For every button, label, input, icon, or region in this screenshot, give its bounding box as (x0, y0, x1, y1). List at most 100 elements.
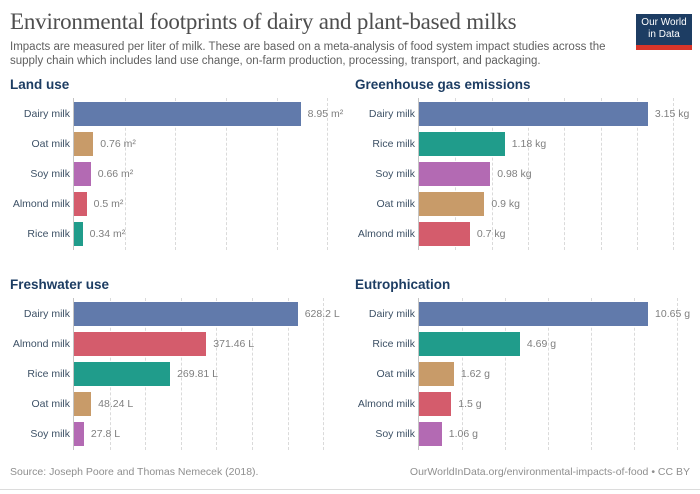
value-label-oat-milk: 1.62 g (460, 368, 491, 380)
chart-panel-land-use: Land use Dairy milk Oat milk Soy milk Almond… (10, 77, 345, 250)
value-label-dairy-milk: 628.2 L (304, 308, 340, 320)
category-label-rice-milk: Rice milk (27, 228, 70, 240)
chart-panel-freshwater-use: Freshwater use Dairy milk Almond milk Rice … (10, 277, 345, 450)
owid-logo: Our World in Data (636, 14, 692, 50)
category-label-almond-milk: Almond milk (12, 198, 70, 210)
value-label-rice-milk: 269.81 L (177, 368, 218, 380)
value-label-soy-milk: 0.98 kg (497, 168, 532, 180)
value-label-soy-milk: 27.8 L (90, 428, 121, 440)
category-label-soy-milk: Soy milk (375, 428, 415, 440)
bar-row-almond-milk: 1.5 g (419, 392, 690, 416)
chart-body: Dairy milk Oat milk Soy milk Almond milk Ric… (10, 98, 345, 250)
bar-soy-milk (74, 422, 84, 446)
gridline (636, 98, 638, 250)
chart-panel-eutrophication: Eutrophication Dairy milk Rice milk Oat mil… (355, 277, 690, 450)
chart-title: Freshwater use (10, 277, 110, 292)
attribution-text: OurWorldInData.org/environmental-impacts… (409, 466, 690, 478)
bar-row-rice-milk: 0.34 m² (74, 222, 345, 246)
category-label-oat-milk: Oat milk (376, 198, 415, 210)
bar-row-soy-milk: 27.8 L (74, 422, 345, 446)
bar-row-rice-milk: 269.81 L (74, 362, 345, 386)
category-axis: Dairy milk Oat milk Soy milk Almond milk Ric… (10, 98, 70, 250)
category-label-rice-milk: Rice milk (372, 338, 415, 350)
bar-row-oat-milk: 48.24 L (74, 392, 345, 416)
charts-grid: Land use Dairy milk Oat milk Soy milk Almond… (10, 77, 690, 450)
gridline (180, 298, 182, 450)
bottom-divider (0, 489, 700, 490)
bar-soy-milk (74, 162, 91, 186)
value-label-soy-milk: 1.06 g (448, 428, 478, 440)
value-label-oat-milk: 48.24 L (98, 398, 134, 410)
footer: Source: Joseph Poore and Thomas Nemecek … (10, 466, 690, 478)
page-subtitle: Impacts are measured per liter of milk. … (10, 41, 606, 67)
header: Environmental footprints of dairy and pl… (10, 9, 626, 69)
gridline (677, 298, 679, 450)
gridline (327, 98, 329, 250)
bar-dairy-milk (419, 102, 648, 126)
logo-line-1: Our World (641, 17, 687, 28)
chart-title: Eutrophication (355, 277, 451, 292)
bar-oat-milk (74, 392, 92, 416)
gridline (124, 98, 126, 250)
bar-row-dairy-milk: 8.95 m² (74, 102, 345, 126)
bar-almond-milk (74, 192, 87, 216)
gridline (225, 98, 227, 250)
page-title: Environmental footprints of dairy and pl… (10, 9, 517, 34)
category-label-soy-milk: Soy milk (30, 168, 70, 180)
category-label-rice-milk: Rice milk (372, 138, 415, 150)
bar-oat-milk (74, 132, 94, 156)
category-axis: Dairy milk Rice milk Soy milk Oat milk Almon… (355, 98, 415, 250)
value-label-rice-milk: 0.34 m² (89, 228, 126, 240)
value-label-almond-milk: 1.5 g (458, 398, 482, 410)
bar-oat-milk (419, 192, 485, 216)
gridline (600, 98, 602, 250)
bar-almond-milk (74, 332, 207, 356)
category-label-dairy-milk: Dairy milk (368, 108, 415, 120)
chart-title: Greenhouse gas emissions (355, 77, 531, 92)
value-label-oat-milk: 0.76 m² (100, 138, 136, 150)
bar-row-dairy-milk: 3.15 kg (419, 102, 690, 126)
gridline (323, 298, 325, 450)
bar-row-oat-milk: 0.9 kg (419, 192, 690, 216)
value-label-almond-milk: 0.5 m² (93, 198, 124, 210)
category-label-oat-milk: Oat milk (31, 398, 70, 410)
category-axis: Dairy milk Almond milk Rice milk Oat milk So… (10, 298, 70, 450)
plot-area: 628.2 L 371.46 L 269.81 L 48.24 L 27.8 L (73, 298, 345, 450)
bar-soy-milk (419, 422, 442, 446)
bar-row-dairy-milk: 628.2 L (74, 302, 345, 326)
bar-dairy-milk (74, 102, 301, 126)
plot-area: 8.95 m² 0.76 m² 0.66 m² 0.5 m² 0.34 m² (73, 98, 345, 250)
bar-row-soy-milk: 0.98 kg (419, 162, 690, 186)
category-label-oat-milk: Oat milk (31, 138, 70, 150)
bar-oat-milk (419, 362, 454, 386)
category-axis: Dairy milk Rice milk Oat milk Almond milk So… (355, 298, 415, 450)
gridline (276, 98, 278, 250)
value-label-almond-milk: 371.46 L (213, 338, 255, 350)
value-label-rice-milk: 4.69 g (526, 338, 557, 350)
gridline (634, 298, 636, 450)
value-label-dairy-milk: 10.65 g (655, 308, 691, 320)
gridline (252, 298, 254, 450)
gridline (548, 298, 550, 450)
bar-soy-milk (419, 162, 491, 186)
bar-row-oat-milk: 0.76 m² (74, 132, 345, 156)
chart-body: Dairy milk Almond milk Rice milk Oat milk So… (10, 298, 345, 450)
category-label-soy-milk: Soy milk (375, 168, 415, 180)
value-label-oat-milk: 0.9 kg (491, 198, 520, 210)
gridline (491, 98, 493, 250)
bar-dairy-milk (74, 302, 298, 326)
gridline (287, 298, 289, 450)
gridline (673, 98, 675, 250)
gridline (564, 98, 566, 250)
category-label-dairy-milk: Dairy milk (23, 308, 70, 320)
bar-rice-milk (419, 132, 505, 156)
value-label-dairy-milk: 3.15 kg (654, 108, 690, 120)
bar-dairy-milk (419, 302, 649, 326)
category-label-almond-milk: Almond milk (12, 338, 70, 350)
bar-row-dairy-milk: 10.65 g (419, 302, 690, 326)
bar-row-rice-milk: 1.18 kg (419, 132, 690, 156)
logo-line-2: in Data (648, 28, 680, 40)
category-label-dairy-milk: Dairy milk (368, 308, 415, 320)
bar-rice-milk (419, 332, 520, 356)
value-label-rice-milk: 1.18 kg (511, 138, 547, 150)
